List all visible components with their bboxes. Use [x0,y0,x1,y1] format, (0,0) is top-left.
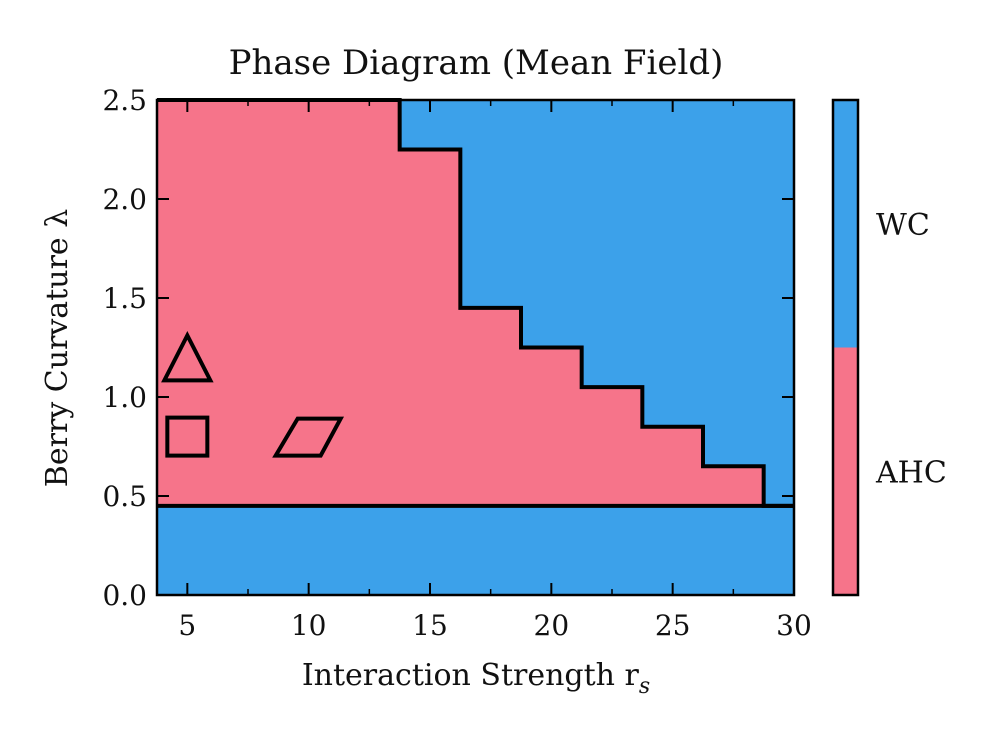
marker-layer [161,330,345,458]
phase-boundary-staircase [157,98,794,508]
colorbar-segment-wc [833,100,858,348]
x-tick-label: 5 [178,609,196,642]
plot-area [157,98,794,595]
y-tick-label: 2.5 [102,84,147,117]
plot-frame [155,98,796,597]
x-tick-label: 10 [291,609,327,642]
y-axis-label: Berry Curvature λ [40,209,75,487]
x-tick-label: 20 [534,609,570,642]
marker-square [165,415,210,458]
colorbar-label-wc: WC [876,208,930,243]
y-tick-label: 0.0 [102,579,147,612]
chart-title: Phase Diagram (Mean Field) [229,43,724,83]
x-axis-label-text: Interaction Strength r [302,658,640,693]
colorbar-segment-ahc [833,347,858,595]
axes: 5 10 15 20 25 30 0.0 0.5 1.0 1.5 2.0 2.5 [102,84,811,642]
y-tick-label: 2.0 [102,183,147,216]
x-axis-label-subscript: s [639,674,650,699]
colorbar: WC AHC [831,98,947,597]
marker-triangle [161,330,214,383]
x-axis-label: Interaction Strength rs [302,658,650,699]
colorbar-label-ahc: AHC [875,455,947,490]
colorbar-frame [831,98,860,597]
x-tick-label: 25 [655,609,691,642]
ahc-phase-region [157,100,794,506]
y-tick-label: 0.5 [102,480,147,513]
x-tick-label: 15 [412,609,448,642]
y-tick-label: 1.0 [102,381,147,414]
y-tick-label: 1.5 [102,282,147,315]
marker-rhombus [272,416,345,458]
x-tick-label: 30 [776,609,812,642]
